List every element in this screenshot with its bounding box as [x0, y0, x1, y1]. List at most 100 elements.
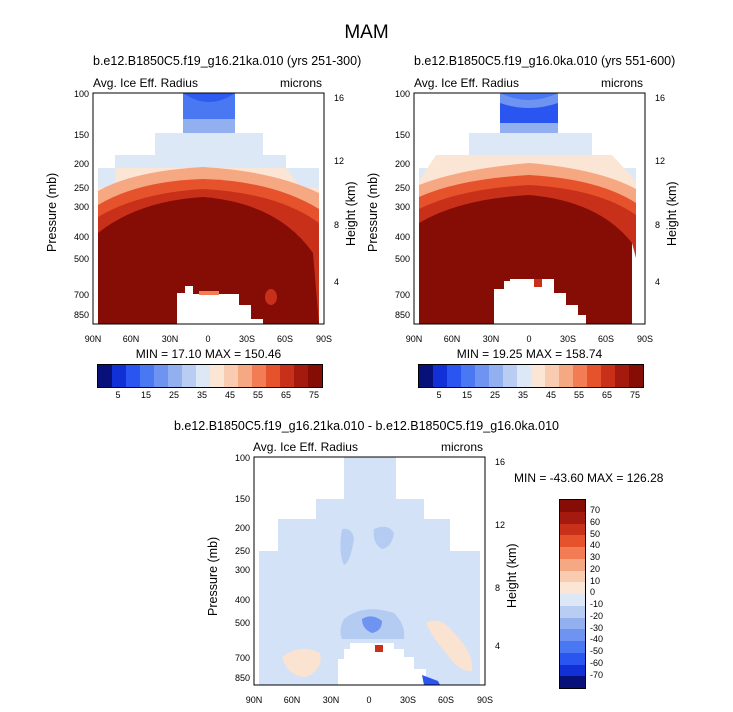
cb3-label-neg40: -40 [590, 634, 604, 644]
panel2-units-label: microns [601, 76, 644, 90]
p2-htick-4: 4 [655, 277, 661, 287]
p3-ytick-500: 500 [234, 618, 250, 628]
panel3-ylabel-right: Height (km) [505, 543, 519, 608]
cb2-swatch-1 [419, 365, 433, 387]
p2-ytick-150: 150 [394, 130, 410, 140]
cb1-label-5: 5 [115, 390, 121, 400]
p3-ytick-100: 100 [234, 453, 250, 463]
p1-xtick-60n: 60N [122, 334, 140, 344]
panel1-units-label: microns [280, 76, 323, 90]
cb3-label-60: 60 [590, 517, 601, 527]
p2-ytick-300: 300 [394, 202, 410, 212]
cb3-swatch-13 [560, 641, 585, 653]
p3-ytick-700: 700 [234, 653, 250, 663]
p3-ytick-250: 250 [234, 546, 250, 556]
cb1-swatch-7 [182, 365, 196, 387]
panel3-title: b.e12.B1850C5.f19_g16.21ka.010 - b.e12.B… [173, 419, 560, 433]
cb2-swatch-2 [433, 365, 447, 387]
cb1-swatch-14 [280, 365, 294, 387]
cb3-swatch-15 [560, 664, 585, 677]
p3-xtick-60n: 60N [283, 695, 301, 705]
p3-xtick-0: 0 [366, 695, 372, 705]
cb1-label-35: 35 [196, 390, 207, 400]
cb3-swatch-4 [560, 535, 585, 547]
p2-ytick-850: 850 [394, 310, 410, 320]
panel3-field-base [259, 457, 480, 685]
panel1-field-warm-patch [199, 291, 219, 295]
panel2-field-darkblue [500, 103, 558, 123]
cb1-swatch-16 [308, 365, 322, 387]
p1-htick-4: 4 [334, 277, 340, 287]
panel3-field-blue-patch-1 [340, 528, 354, 565]
colorbar2 [418, 364, 644, 388]
p3-xtick-60s: 60S [437, 695, 454, 705]
cb3-label-neg20: -20 [590, 611, 604, 621]
p1-ytick-300: 300 [73, 202, 89, 212]
cb2-swatch-11 [559, 365, 573, 387]
panel2-missing-edge [632, 243, 640, 324]
panel3-units-label: microns [441, 440, 484, 454]
panel2-field-red-patch [534, 279, 542, 287]
cb3-swatch-6 [560, 558, 585, 571]
panel2-field-lightblue [500, 123, 558, 135]
colorbar1 [97, 364, 323, 388]
p2-xtick-30s: 30S [559, 334, 576, 344]
panel3-plot [253, 456, 486, 686]
p2-htick-16: 16 [655, 93, 666, 103]
p2-htick-8: 8 [655, 220, 661, 230]
cb3-swatch-14 [560, 652, 585, 665]
cb2-swatch-8 [517, 365, 531, 387]
cb1-swatch-1 [98, 365, 112, 387]
panel1-field-lightblue [183, 119, 235, 133]
panel1-ylabel: Pressure (mb) [45, 172, 59, 252]
p3-xtick-90n: 90N [245, 695, 263, 705]
p2-htick-12: 12 [655, 156, 666, 166]
cb3-label-20: 20 [590, 564, 601, 574]
p1-xtick-90s: 90S [315, 334, 332, 344]
cb2-label-45: 45 [545, 390, 556, 400]
cb1-swatch-2 [112, 365, 126, 387]
p2-xtick-90n: 90N [405, 334, 423, 344]
p2-ytick-700: 700 [394, 290, 410, 300]
panel3-stats: MIN = -43.60 MAX = 126.28 [514, 471, 664, 485]
cb2-label-15: 15 [461, 390, 472, 400]
panel3-missing-region [338, 643, 434, 685]
cb3-label-50: 50 [590, 529, 601, 539]
p1-ytick-250: 250 [73, 183, 89, 193]
panel3-field-warm-left [282, 648, 321, 677]
p1-ytick-500: 500 [73, 254, 89, 264]
panel3-field-red-patch [375, 645, 383, 652]
p1-ytick-150: 150 [73, 130, 89, 140]
p2-xtick-30n: 30N [482, 334, 500, 344]
cb2-swatch-14 [601, 365, 615, 387]
p1-htick-8: 8 [334, 220, 340, 230]
cb3-label-neg60: -60 [590, 658, 604, 668]
panel3-frame [253, 456, 486, 686]
cb1-swatch-12 [252, 365, 266, 387]
p3-ytick-400: 400 [234, 595, 250, 605]
cb1-swatch-4 [140, 365, 154, 387]
panel1-ylabel-right: Height (km) [344, 181, 358, 246]
cb1-swatch-8 [196, 365, 210, 387]
cb3-label-neg50: -50 [590, 646, 604, 656]
cb3-label-neg30: -30 [590, 623, 604, 633]
cb2-label-25: 25 [489, 390, 500, 400]
p1-ytick-850: 850 [73, 310, 89, 320]
cb2-swatch-7 [503, 365, 517, 387]
p1-xtick-60s: 60S [276, 334, 293, 344]
p1-xtick-0: 0 [205, 334, 211, 344]
p1-ytick-200: 200 [73, 159, 89, 169]
cb1-swatch-11 [238, 365, 252, 387]
p1-xtick-30n: 30N [161, 334, 179, 344]
cb2-swatch-6 [489, 365, 503, 387]
cb2-swatch-13 [587, 365, 601, 387]
panel2-variable-label: Avg. Ice Eff. Radius [414, 76, 519, 90]
p1-xtick-90n: 90N [84, 334, 102, 344]
panel2-missing-region [494, 279, 586, 324]
p2-xtick-0: 0 [526, 334, 532, 344]
cb2-label-5: 5 [436, 390, 442, 400]
cb3-label-0: 0 [590, 587, 596, 597]
panel3-field-blue-patch-2 [373, 526, 394, 549]
cb3-label-70: 70 [590, 505, 601, 515]
p2-ytick-200: 200 [394, 159, 410, 169]
